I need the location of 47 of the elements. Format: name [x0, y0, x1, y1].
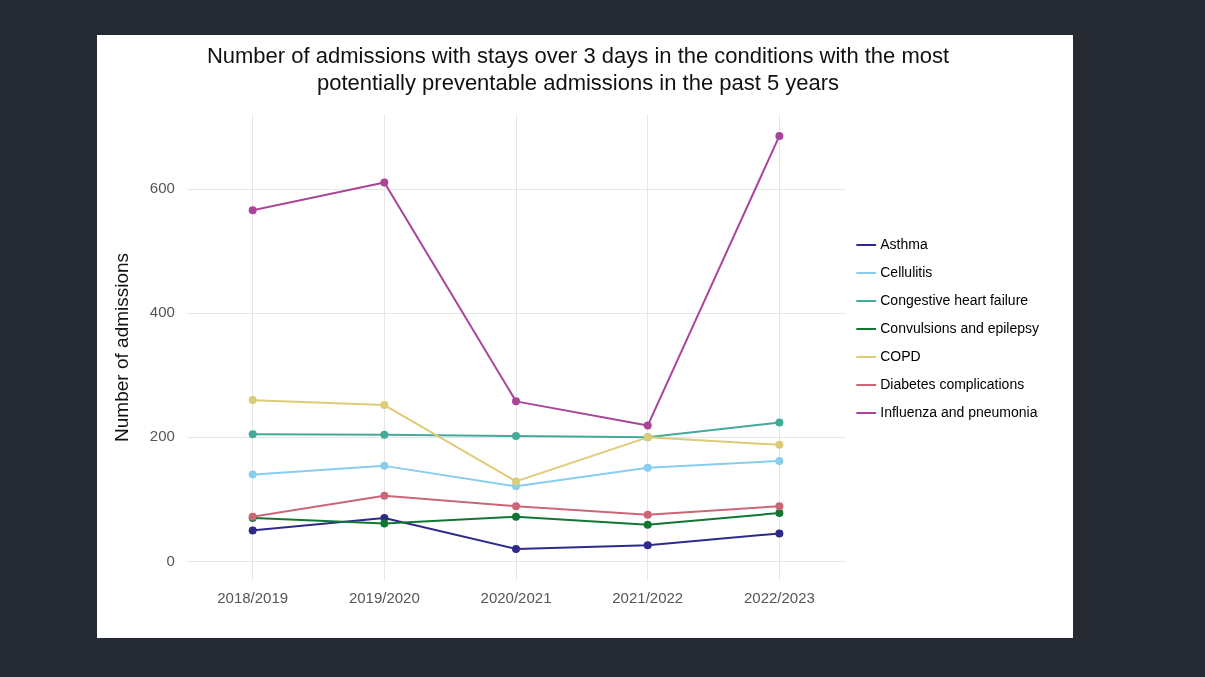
point	[643, 520, 652, 529]
chart-title: Number of admissions with stays over 3 days in the conditions with the most potentially preventable admissions in the past 5 years	[206, 43, 950, 95]
point	[643, 541, 652, 550]
point	[380, 430, 389, 439]
point	[248, 526, 257, 535]
y-axis-title: Number of admissions	[110, 252, 132, 442]
x-tick-label: 2021/2022	[612, 589, 684, 607]
point	[380, 461, 389, 470]
point	[248, 470, 257, 479]
point	[512, 432, 521, 441]
point	[775, 509, 784, 518]
point	[248, 396, 257, 405]
point	[775, 502, 784, 511]
point	[643, 463, 652, 472]
point	[775, 131, 784, 140]
point	[380, 491, 389, 500]
legend-label: Influenza and pneumonia	[880, 403, 1038, 420]
legend-label: Asthma	[880, 235, 928, 252]
legend-label: Convulsions and epilepsy	[880, 319, 1039, 336]
point	[643, 510, 652, 519]
point	[775, 529, 784, 538]
point	[380, 519, 389, 528]
x-tick-label: 2019/2020	[348, 589, 420, 607]
point	[512, 397, 521, 406]
y-tick-label: 400	[149, 303, 175, 321]
legend-label: Cellulitis	[880, 263, 933, 280]
y-tick-label: 600	[149, 179, 175, 197]
point	[775, 418, 784, 427]
y-tick-label: 200	[149, 427, 175, 445]
point	[248, 206, 257, 215]
point	[512, 512, 521, 521]
point	[512, 477, 521, 486]
x-tick-label: 2018/2019	[217, 589, 289, 607]
x-tick-label: 2022/2023	[743, 589, 815, 607]
point	[380, 401, 389, 410]
legend-label: Congestive heart failure	[880, 291, 1029, 308]
point	[512, 544, 521, 553]
x-tick-label: 2020/2021	[480, 589, 552, 607]
point	[248, 430, 257, 439]
point	[775, 440, 784, 449]
point	[775, 456, 784, 465]
point	[380, 178, 389, 187]
point	[512, 502, 521, 511]
legend-label: Diabetes complications	[880, 375, 1025, 392]
legend-label: COPD	[880, 347, 921, 364]
y-tick-label: 0	[166, 551, 175, 569]
point	[643, 421, 652, 430]
